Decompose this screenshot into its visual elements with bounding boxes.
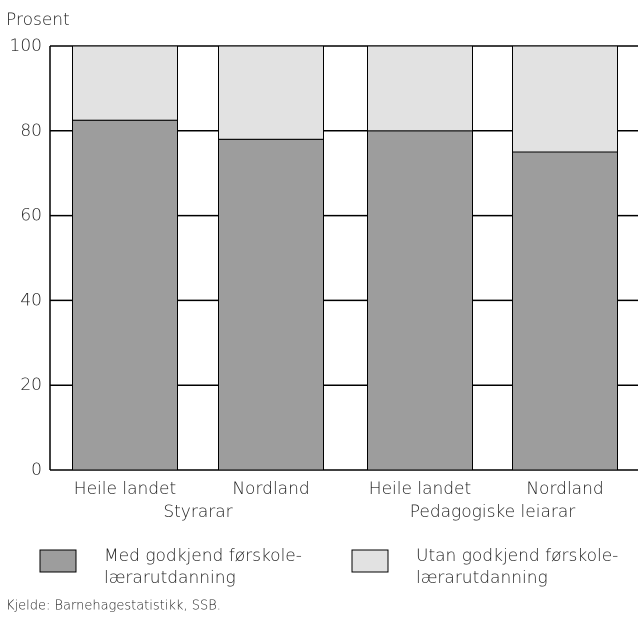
y-tick-label: 0	[31, 460, 42, 480]
x-tick-label: Nordland	[232, 479, 309, 499]
x-tick-label: Nordland	[526, 479, 603, 499]
bar-segment	[72, 119, 178, 471]
y-tick-label: 100	[10, 36, 42, 56]
legend-label: Utan godkjend førskole-lærarutdanning	[416, 546, 618, 588]
bar-segment	[218, 138, 324, 471]
group-label: Pedagogiske leiarar	[410, 502, 576, 522]
bar-segment	[218, 45, 324, 140]
y-tick-label: 60	[20, 206, 42, 226]
y-tick-label: 20	[20, 375, 42, 395]
bar-segment	[367, 45, 473, 132]
bar-segment	[512, 151, 618, 471]
y-axis-label: Prosent	[6, 10, 70, 30]
group-label: Styrarar	[163, 502, 232, 522]
y-tick-label: 80	[20, 121, 42, 141]
bar-segment	[512, 45, 618, 153]
bar-segment	[367, 130, 473, 471]
y-tick-label: 40	[20, 290, 42, 310]
source: Kjelde: Barnehagestatistikk, SSB.	[6, 599, 221, 614]
legend-label: Med godkjend førskole-lærarutdanning	[104, 546, 302, 588]
legend-swatch	[39, 549, 77, 573]
x-tick-label: Heile landet	[74, 479, 176, 499]
x-tick-label: Heile landet	[369, 479, 471, 499]
legend-swatch	[351, 549, 389, 573]
bar-segment	[72, 45, 178, 121]
